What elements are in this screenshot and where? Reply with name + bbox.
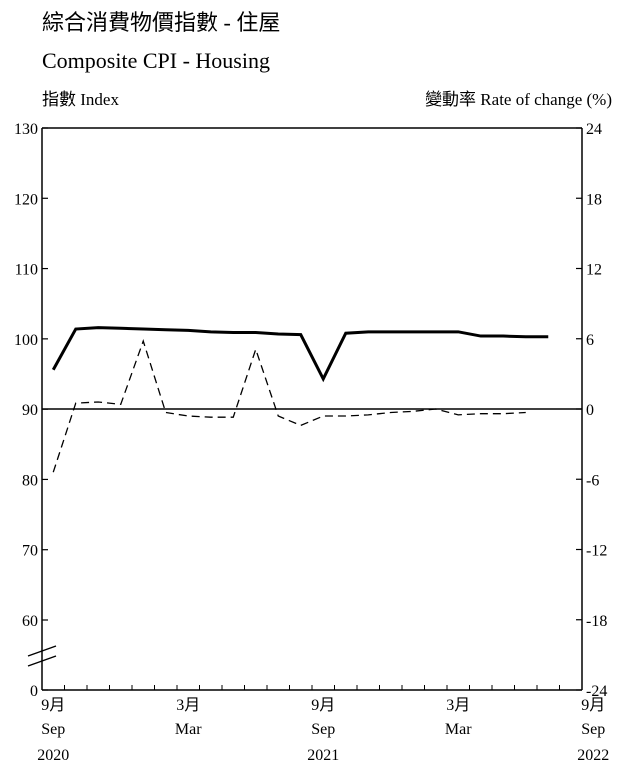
left-tick-label: 110 [15, 262, 38, 279]
x-tick-label-month: 3月 [446, 697, 470, 714]
left-tick-label: 100 [14, 332, 38, 349]
left-tick-label: 130 [14, 121, 38, 138]
x-tick-label-month: 9月 [41, 697, 65, 714]
rate-of-change-series-line [52, 339, 526, 473]
index-series-line [51, 326, 549, 383]
right-tick-label: 12 [586, 262, 602, 279]
axis-break-mark [27, 645, 57, 657]
x-tick-label-year: 2022 [577, 747, 609, 764]
x-tick-label-abbr: Sep [311, 721, 335, 738]
right-tick-label: 0 [586, 402, 594, 419]
right-tick-label: 24 [586, 121, 602, 138]
left-tick-label: 120 [14, 191, 38, 208]
right-tick-label: -18 [586, 613, 607, 630]
left-axis-label: 指數 Index [42, 90, 119, 109]
left-tick-label: 80 [22, 472, 38, 489]
x-tick-label-abbr: Mar [445, 721, 472, 738]
x-tick-label-year: 2020 [37, 747, 69, 764]
x-tick-label-year: 2021 [307, 747, 339, 764]
x-tick-label-month: 9月 [311, 697, 335, 714]
left-tick-label: 90 [22, 402, 38, 419]
right-tick-label: -12 [586, 543, 607, 560]
x-tick-label-month: 3月 [176, 697, 200, 714]
right-tick-label: 6 [586, 332, 594, 349]
x-tick-label-abbr: Mar [175, 721, 202, 738]
right-axis-label: 變動率 Rate of change (%) [425, 90, 612, 109]
axis-break-mark [27, 655, 57, 667]
chart-title-english: Composite CPI - Housing [42, 48, 270, 73]
x-tick-label-abbr: Sep [581, 721, 605, 738]
x-tick-label-abbr: Sep [41, 721, 65, 738]
right-tick-label: -6 [586, 472, 599, 489]
right-tick-label: -24 [586, 683, 607, 700]
chart-title-chinese: 綜合消費物價指數 - 住屋 [42, 10, 281, 35]
right-tick-label: 18 [586, 191, 602, 208]
left-tick-label: 60 [22, 613, 38, 630]
x-tick-label-month: 9月 [581, 697, 605, 714]
left-tick-label: 70 [22, 543, 38, 560]
left-tick-label: 0 [30, 683, 38, 700]
